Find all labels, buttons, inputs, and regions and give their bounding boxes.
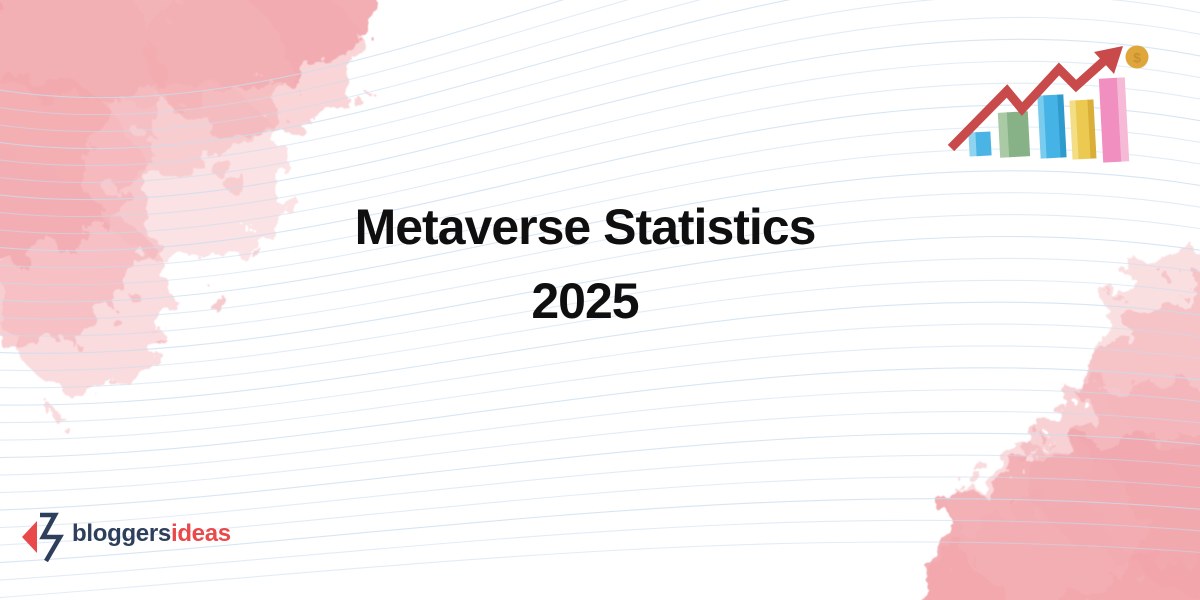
logo-text-bloggers: bloggers	[72, 520, 171, 547]
wave-line	[0, 0, 1200, 167]
wave-line	[0, 476, 1200, 546]
wave-line	[0, 38, 1200, 201]
logo-triangle-shape	[22, 521, 37, 553]
wave-line	[0, 345, 1200, 441]
wave-line	[0, 389, 1200, 476]
growth-arrow-icon	[947, 46, 1123, 152]
wave-line	[0, 454, 1200, 529]
bar-green	[997, 111, 1031, 158]
wave-line	[0, 0, 791, 150]
watercolor-splash-bottom-right	[925, 250, 1200, 600]
title-line-1: Metaverse Statistics	[354, 199, 817, 255]
brand-logo[interactable]: bloggersideas	[20, 506, 231, 562]
wave-line	[0, 0, 702, 133]
watercolor-splash-top-left	[0, 0, 382, 425]
wave-line	[0, 257, 1200, 372]
wave-line	[0, 16, 1200, 184]
wave-line	[0, 192, 1200, 320]
wave-line	[0, 367, 1200, 459]
growth-chart-icon: $	[947, 45, 1149, 163]
wave-line	[0, 82, 1200, 235]
wave-line	[0, 323, 1200, 424]
wave-line	[0, 279, 1200, 389]
wave-line	[0, 410, 1200, 494]
dollar-coin-icon: $	[1125, 45, 1149, 69]
bar-chart-bars	[968, 77, 1130, 163]
wave-line	[0, 541, 1200, 599]
logo-bolt-shape	[39, 512, 64, 562]
wave-line	[0, 235, 1200, 354]
wave-line	[0, 214, 1200, 337]
bar-pink	[1098, 77, 1130, 163]
bloggersideas-logo-icon	[22, 512, 64, 562]
wave-line	[0, 60, 1200, 218]
coin-dollar-symbol: $	[1133, 50, 1141, 66]
logo-text-ideas: ideas	[170, 520, 231, 547]
wave-line	[0, 301, 1200, 406]
bar-blue-small	[968, 131, 992, 157]
logo-text: bloggersideas	[72, 520, 231, 548]
wave-line	[0, 0, 565, 99]
wave-line	[0, 0, 629, 116]
wave-line	[0, 498, 1200, 564]
wave-line	[0, 170, 1200, 303]
title-line-2: 2025	[531, 273, 639, 329]
wave-line	[0, 519, 1200, 581]
bar-blue-tall	[1037, 94, 1067, 159]
wave-line	[0, 432, 1200, 511]
page-title: Metaverse Statistics 2025	[250, 190, 920, 338]
bar-yellow	[1069, 99, 1097, 160]
